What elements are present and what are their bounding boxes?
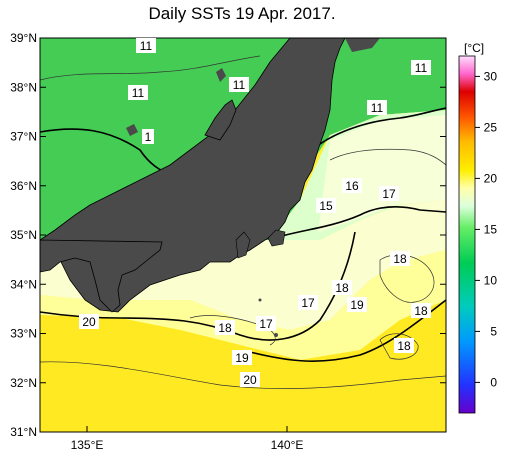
contour-label: 19 [235, 351, 249, 365]
pale-water [318, 115, 446, 232]
contour-label-bg [256, 316, 276, 331]
contour-label-bg [347, 297, 367, 312]
contour-thin-18b [379, 333, 419, 360]
contour-label-bg [229, 77, 249, 92]
land-shikoku [40, 239, 163, 313]
contour-label: 11 [415, 61, 428, 75]
lat-label: 33°N [10, 327, 37, 341]
contour-label-bg [128, 85, 148, 100]
lat-label: 34°N [10, 277, 37, 291]
contour-label-bg [215, 320, 235, 335]
contour-20 [249, 299, 446, 362]
lat-label: 31°N [10, 425, 37, 439]
contour-label-bg [79, 314, 99, 329]
contour-label: 18 [393, 252, 407, 266]
contour-label-bg [142, 129, 154, 144]
lon-label: 135°E [71, 438, 104, 452]
contour-label: 19 [350, 298, 364, 312]
pale-band [40, 200, 446, 330]
contour-11-west [40, 128, 171, 176]
contour-label-bg [367, 100, 387, 115]
contour-label-bg [136, 38, 156, 53]
land-hokkaido [345, 38, 380, 52]
contour-label: 11 [132, 86, 145, 100]
contour-label-bg [379, 186, 399, 201]
contour-thin-1 [40, 55, 261, 81]
land-sado [216, 68, 226, 82]
contour-label: 17 [259, 317, 273, 331]
colorbar-tick-label: 20 [484, 171, 498, 185]
contour-label-bg [298, 295, 318, 310]
contour-label: 20 [243, 373, 257, 387]
contour-label: 11 [371, 101, 384, 115]
contour-label: 18 [397, 339, 411, 353]
contour-label-bg [232, 350, 252, 365]
land-noto [204, 99, 237, 141]
contour-label: 11 [140, 39, 153, 53]
colorbar-tick-label: 5 [490, 324, 497, 338]
lat-label: 36°N [10, 179, 37, 193]
contour-label-bg [411, 60, 431, 75]
contour-thin-21 [40, 361, 446, 389]
lat-label: 37°N [10, 130, 37, 144]
lon-label: 140°E [271, 438, 304, 452]
contour-label-bg [240, 372, 260, 387]
contour-label-bg [411, 303, 431, 318]
contour-label: 17 [382, 187, 396, 201]
colorbar-scale [458, 55, 476, 414]
island-miyake [258, 298, 262, 302]
yellow-band [40, 250, 446, 360]
colorbar-tick-label: 10 [484, 273, 498, 287]
map-title: Daily SSTs 19 Apr. 2017. [148, 4, 336, 23]
contour-label: 11 [233, 78, 246, 92]
land-oki [126, 124, 138, 136]
colorbar-tick-label: 30 [484, 69, 498, 83]
contour-label-bg [394, 338, 414, 353]
island-hachijo [274, 333, 278, 337]
contour-label: 16 [345, 179, 359, 193]
lat-label: 39°N [10, 31, 37, 45]
colorbar-tick-label: 25 [484, 120, 498, 134]
land-boso [267, 229, 286, 247]
colorbar-tick-label: 15 [484, 222, 498, 236]
contour-label-bg [390, 251, 410, 266]
contour-label: 15 [319, 199, 333, 213]
contour-label: 18 [335, 281, 349, 295]
contour-label-bg [332, 280, 352, 295]
lat-label: 38°N [10, 80, 37, 94]
contour-label: 1 [145, 130, 152, 144]
contour-label: 18 [414, 304, 428, 318]
contour-label-bg [342, 178, 362, 193]
lat-label: 32°N [10, 376, 37, 390]
contour-17 [274, 205, 446, 239]
lat-label: 35°N [10, 228, 37, 242]
colorbar-unit: [°C] [464, 41, 484, 55]
latitude-axis: 39°N 38°N 37°N 36°N 35°N 34°N 33°N 32°N 31°N [10, 31, 446, 439]
contour-label: 18 [218, 321, 232, 335]
longitude-axis: 135°E 140°E [71, 426, 304, 452]
colorbar-tick-label: 0 [490, 375, 497, 389]
contour-label: 20 [82, 315, 96, 329]
colorbar-ticks: 30 25 20 15 10 5 0 [475, 69, 497, 389]
contour-12-east [311, 107, 446, 151]
contour-thin-2 [329, 148, 446, 166]
contour-label-bg [316, 198, 336, 213]
contour-label: 17 [301, 296, 315, 310]
land-izu [235, 231, 251, 259]
warm-band [40, 300, 446, 432]
colorbar: [°C] 30 25 20 15 10 5 0 [458, 41, 497, 414]
